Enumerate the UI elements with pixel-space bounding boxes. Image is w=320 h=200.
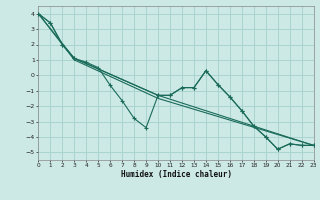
X-axis label: Humidex (Indice chaleur): Humidex (Indice chaleur) <box>121 170 231 179</box>
